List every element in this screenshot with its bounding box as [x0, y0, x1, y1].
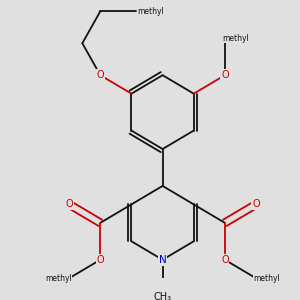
Text: O: O [252, 200, 260, 209]
Text: O: O [97, 255, 104, 265]
Text: O: O [221, 70, 229, 80]
Text: CH₃: CH₃ [154, 292, 172, 300]
Text: O: O [97, 70, 104, 80]
Text: O: O [65, 200, 73, 209]
Text: methyl: methyl [45, 274, 72, 283]
Text: methyl: methyl [222, 34, 249, 43]
Text: methyl: methyl [254, 274, 280, 283]
Text: O: O [221, 255, 229, 265]
Text: methyl: methyl [137, 7, 164, 16]
Text: N: N [159, 255, 167, 265]
